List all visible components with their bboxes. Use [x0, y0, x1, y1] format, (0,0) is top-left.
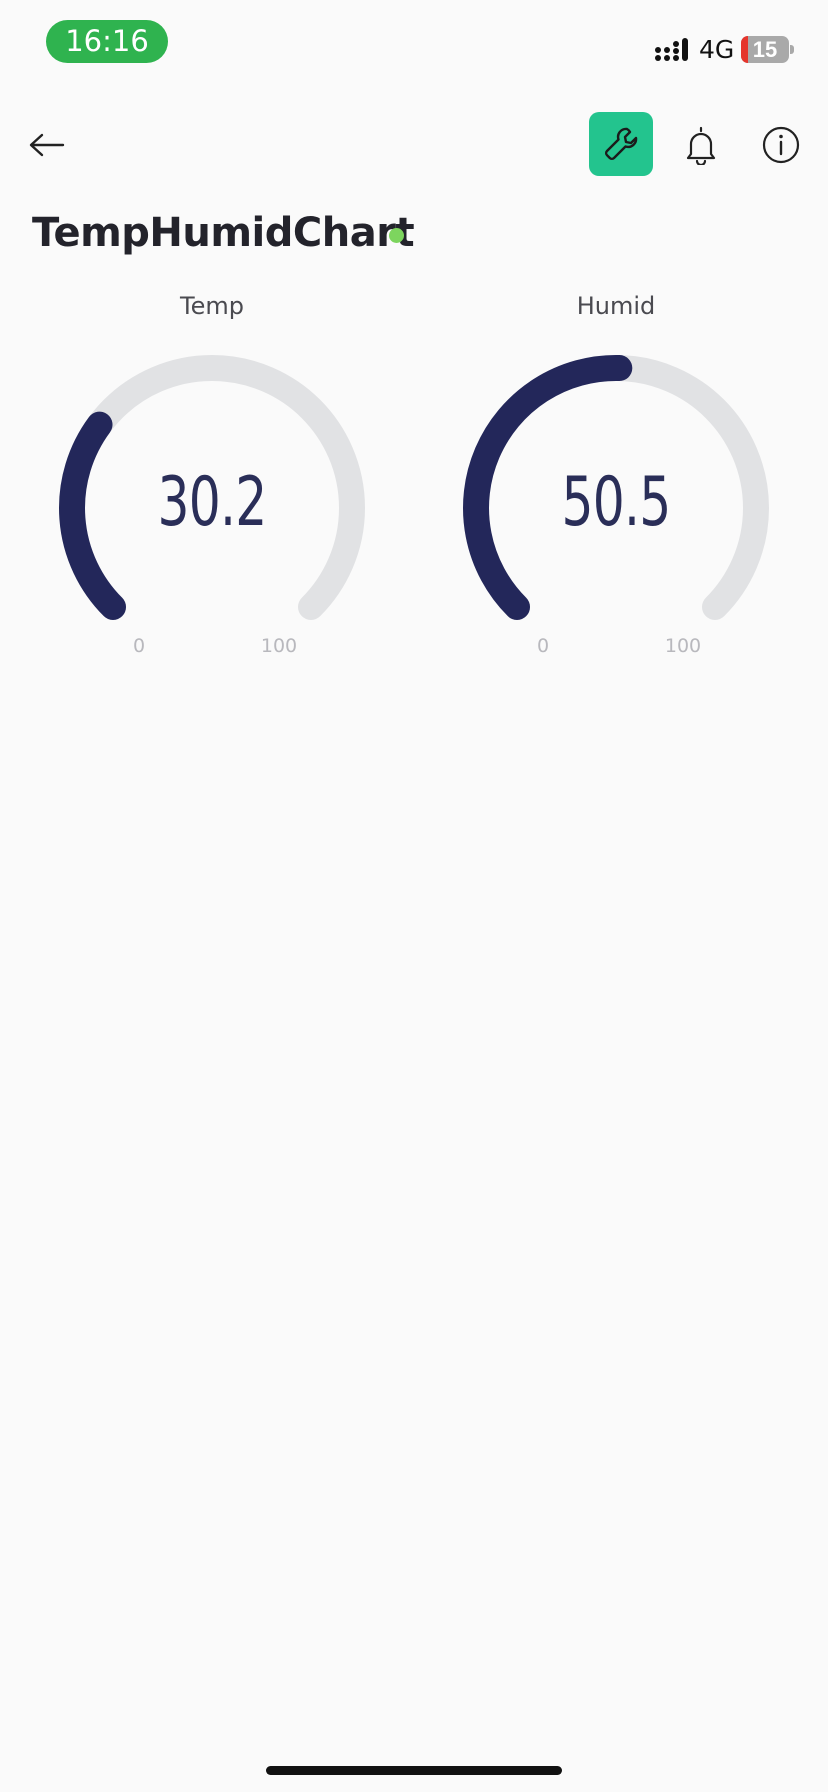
gauge-min-label: 0: [536, 635, 550, 657]
cellular-signal-icon: [655, 38, 688, 61]
gauge-min-label: 0: [132, 635, 146, 657]
humid-gauge[interactable]: Humid 50.5 0 100: [430, 286, 802, 657]
info-circle-icon: [762, 126, 800, 164]
temp-gauge[interactable]: Temp 30.2 0 100: [26, 286, 398, 657]
gauge-arc: [463, 355, 769, 620]
gauge-value: 30.2: [157, 463, 267, 542]
network-type: 4G: [699, 35, 735, 64]
gauge-fill: [59, 411, 127, 620]
gauge-value: 50.5: [561, 463, 671, 542]
battery-tip: [790, 45, 794, 54]
gauge-label: Temp: [180, 292, 244, 320]
battery-indicator: 15: [741, 36, 789, 63]
online-status-dot: [389, 228, 404, 243]
status-time: 16:16: [46, 20, 168, 63]
battery-percentage: 15: [752, 37, 778, 62]
bell-icon: [686, 126, 716, 165]
gauge-max-label: 100: [664, 635, 702, 657]
gauge-label: Humid: [576, 292, 656, 320]
back-button[interactable]: [24, 118, 70, 172]
battery-level-fill: [741, 36, 749, 63]
arrow-left-icon: [29, 133, 65, 157]
wrench-icon: [604, 127, 638, 161]
home-indicator: [266, 1766, 562, 1775]
gauge-arc: [59, 355, 365, 620]
notifications-button[interactable]: [678, 118, 724, 172]
gauge-fill: [463, 355, 633, 620]
device-title: TempHumidChart: [32, 210, 415, 256]
settings-button[interactable]: [589, 112, 653, 176]
info-button[interactable]: [758, 122, 804, 168]
gauge-max-label: 100: [260, 635, 298, 657]
